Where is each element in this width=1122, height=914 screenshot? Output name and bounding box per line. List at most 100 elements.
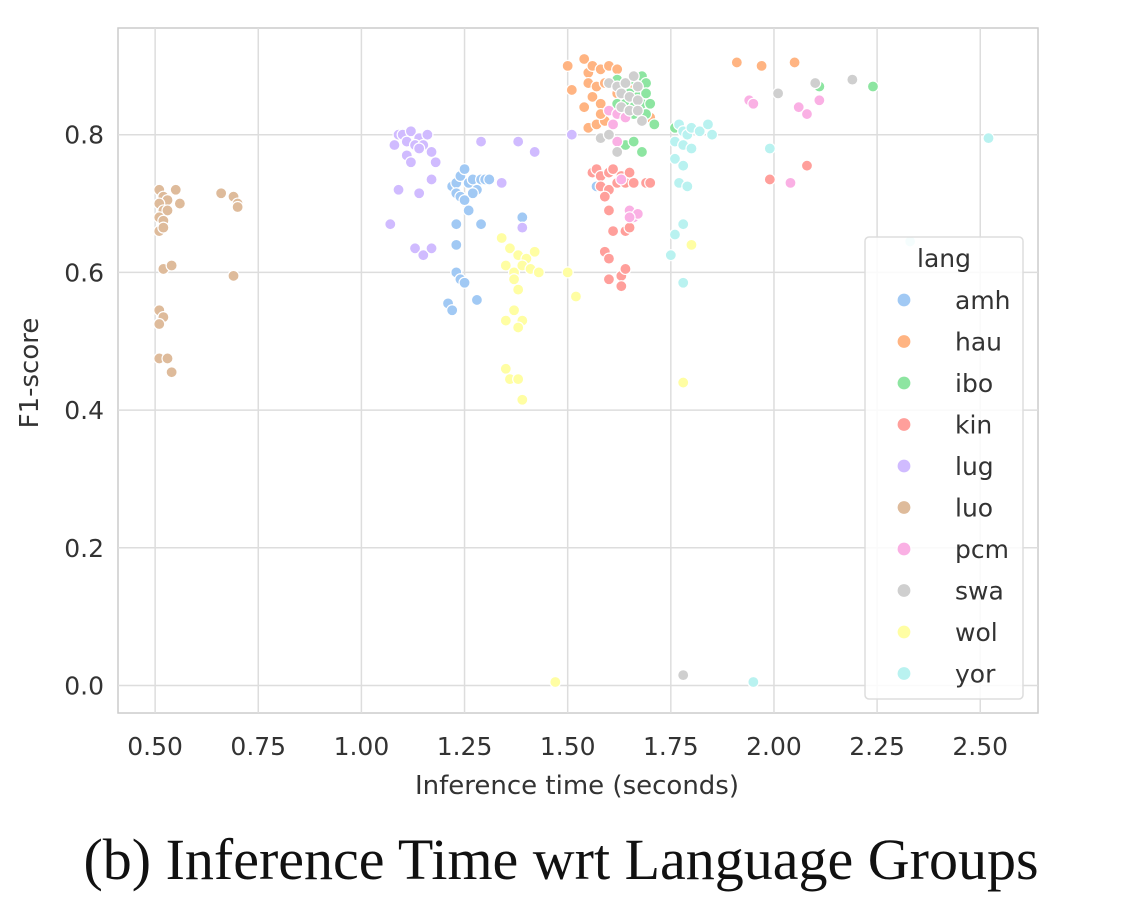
point-lug: [413, 142, 426, 155]
y-axis-ticks: 0.0 0.2 0.4 0.6 0.8: [64, 121, 104, 701]
point-lug: [388, 138, 401, 152]
point-wol: [528, 245, 541, 258]
legend-label-lug: lug: [955, 452, 994, 481]
point-luo: [227, 269, 240, 282]
x-axis-label: Inference time (seconds): [415, 771, 739, 801]
point-swa: [611, 145, 624, 159]
x-tick-label: 1.50: [540, 732, 596, 761]
point-amh: [462, 204, 475, 217]
point-wol: [499, 314, 512, 327]
point-hau: [578, 52, 591, 66]
point-yor: [677, 218, 690, 231]
point-wol: [507, 304, 521, 317]
x-tick-label: 1.25: [437, 732, 493, 761]
legend-label-pcm: pcm: [955, 535, 1009, 564]
point-lug: [516, 221, 529, 234]
point-luo: [169, 183, 182, 196]
point-wol: [549, 675, 562, 689]
point-hau: [565, 83, 578, 97]
point-kin: [606, 163, 620, 176]
point-kin: [602, 273, 616, 286]
point-swa: [631, 104, 644, 117]
legend-label-wol: wol: [955, 618, 998, 647]
x-tick-label: 0.75: [230, 732, 286, 761]
y-tick-label: 0.0: [64, 671, 104, 700]
point-yor: [664, 249, 677, 262]
point-lug: [429, 156, 442, 169]
point-pcm: [813, 94, 826, 107]
point-wol: [561, 266, 574, 279]
point-hau: [578, 101, 591, 114]
point-wol: [677, 376, 690, 389]
point-swa: [619, 76, 632, 90]
point-lug: [417, 249, 430, 262]
point-swa: [846, 73, 859, 86]
point-amh: [516, 211, 529, 224]
point-luo: [161, 352, 174, 365]
y-tick-label: 0.2: [64, 534, 104, 563]
legend-marker-amh: [896, 292, 912, 308]
x-tick-label: 1.00: [334, 732, 390, 761]
point-yor: [747, 675, 760, 689]
point-lug: [408, 242, 422, 255]
data-points: [153, 52, 995, 689]
y-tick-label: 0.4: [64, 396, 104, 425]
point-luo: [215, 187, 228, 200]
point-swa: [677, 669, 690, 682]
point-lug: [421, 128, 434, 141]
point-luo: [153, 317, 166, 331]
point-hau: [611, 63, 624, 76]
point-wol: [516, 393, 529, 406]
point-lug: [413, 187, 426, 200]
point-amh: [466, 187, 479, 200]
point-lug: [528, 145, 541, 159]
point-wol: [512, 373, 525, 386]
point-yor: [701, 118, 715, 131]
x-tick-label: 0.50: [127, 732, 183, 761]
point-lug: [384, 218, 397, 231]
point-amh: [450, 238, 463, 251]
point-kin: [800, 159, 814, 172]
x-tick-label: 1.75: [643, 732, 699, 761]
point-swa: [631, 80, 644, 93]
point-amh: [470, 293, 484, 307]
point-pcm: [623, 211, 636, 224]
point-hau: [586, 90, 599, 103]
legend-items: amh hau ibo kin lug luo pcm swa wol yor: [896, 286, 1011, 689]
point-ibo: [644, 97, 657, 110]
point-amh: [446, 304, 459, 317]
point-pcm: [800, 107, 814, 121]
point-luo: [165, 259, 178, 272]
point-luo: [157, 221, 170, 234]
legend-label-luo: luo: [955, 494, 993, 523]
point-pcm: [615, 173, 628, 186]
point-lug: [512, 135, 525, 148]
y-tick-label: 0.6: [64, 258, 104, 287]
point-yor: [763, 142, 776, 155]
legend-marker-pcm: [896, 541, 912, 557]
point-kin: [627, 176, 640, 189]
x-tick-label: 2.00: [746, 732, 802, 761]
y-tick-label: 0.8: [64, 121, 104, 150]
point-lug: [404, 156, 418, 169]
legend-label-swa: swa: [955, 577, 1004, 606]
point-luo: [165, 366, 178, 379]
point-luo: [173, 197, 186, 210]
point-lug: [495, 176, 508, 189]
point-wol: [685, 238, 698, 251]
point-amh: [458, 163, 471, 176]
point-amh: [450, 218, 463, 231]
point-hau: [788, 56, 801, 69]
legend-marker-lug: [896, 458, 912, 474]
legend-marker-hau: [896, 333, 912, 350]
point-wol: [507, 273, 521, 286]
point-kin: [602, 204, 616, 217]
point-yor: [668, 228, 682, 241]
point-hau: [730, 56, 743, 69]
point-kin: [644, 176, 657, 189]
point-kin: [763, 173, 776, 186]
point-swa: [602, 128, 616, 141]
point-lug: [425, 145, 438, 159]
